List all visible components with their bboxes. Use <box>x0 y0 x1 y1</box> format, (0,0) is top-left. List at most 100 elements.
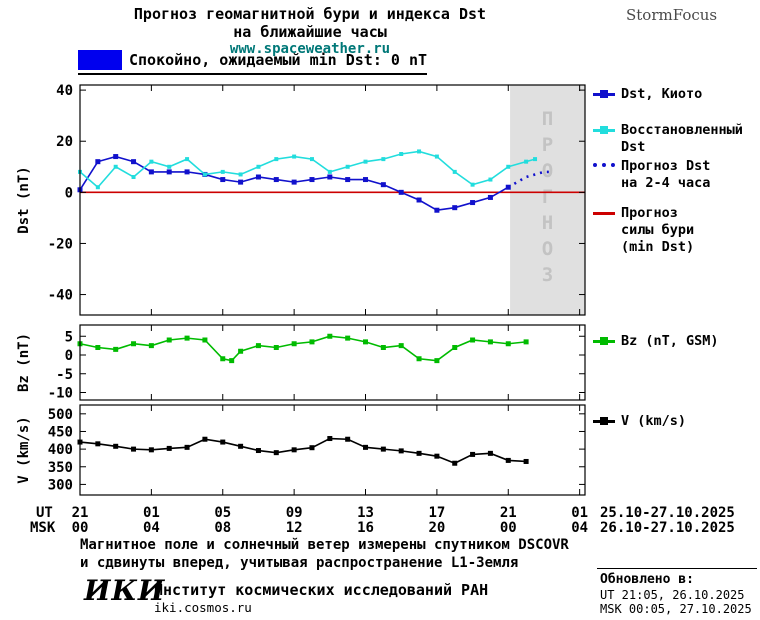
ut-tick-label: 21 <box>72 505 89 521</box>
legend-item-v: V (km/s) <box>593 413 686 430</box>
legend-item-bz: Bz (nT, GSM) <box>593 333 719 350</box>
msk-tick-label: 08 <box>214 520 231 536</box>
series-line <box>79 335 527 362</box>
x-ticks <box>79 325 581 400</box>
ut-tick-label: 01 <box>571 505 588 521</box>
forecast-region-label: З <box>542 264 553 286</box>
legend-item-dst-forecast: Прогноз Dst на 2-4 часа <box>593 158 710 192</box>
website-link: www.spaceweather.ru <box>229 41 391 57</box>
forecast-region-label: О <box>542 238 553 260</box>
svg-text:500: 500 <box>48 407 73 423</box>
legend-label: Прогноз силы бури (min Dst) <box>621 205 695 255</box>
y-axis-label: Dst (nT) <box>16 166 32 233</box>
msk-row-label: MSK <box>30 520 56 536</box>
msk-tick-label: 04 <box>143 520 160 536</box>
v-line-icon <box>593 414 615 429</box>
legend-item-dst-kyoto: Dst, Киото <box>593 86 702 103</box>
quiet-status-swatch-icon <box>78 50 122 70</box>
iki-logo: ИКИ <box>84 574 166 607</box>
svg-text:-5: -5 <box>56 367 73 383</box>
y-axis: 40 20 0 -20 -40 <box>48 83 585 304</box>
ut-tick-label: 01 <box>143 505 160 521</box>
page-title: Прогноз геомагнитной бури и индекса Dst <box>133 5 487 23</box>
updated-ut: UT 21:05, 26.10.2025 <box>600 588 745 602</box>
x-ticks <box>79 405 581 495</box>
svg-text:-20: -20 <box>48 236 73 252</box>
svg-text:5: 5 <box>65 329 73 345</box>
updated-label: Обновлено в: <box>600 572 694 587</box>
svg-text:300: 300 <box>48 477 73 493</box>
msk-tick-label: 12 <box>286 520 303 536</box>
quiet-status-banner: Спокойно, ожидаемый min Dst: 0 nT <box>78 50 428 75</box>
forecast-region-label: Р <box>542 134 553 156</box>
legend-label: Bz (nT, GSM) <box>621 333 719 349</box>
y-axis: 5 0 -5 -10 <box>48 329 585 402</box>
measurement-note-line1: Магнитное поле и солнечный ветер измерен… <box>80 537 569 553</box>
msk-tick-label: 16 <box>357 520 374 536</box>
svg-text:-40: -40 <box>48 288 73 304</box>
x-axis-labels: UTMSK2100010405080912131617202100010425.… <box>30 505 735 536</box>
ut-tick-label: 17 <box>428 505 445 521</box>
msk-tick-label: 20 <box>428 520 445 536</box>
legend-item-storm-forecast: Прогноз силы бури (min Dst) <box>593 205 694 256</box>
dst-forecast-dotted-line-icon <box>593 159 615 174</box>
forecast-region-label: Н <box>542 212 553 234</box>
svg-text:400: 400 <box>48 442 73 458</box>
quiet-status-text: Спокойно, ожидаемый min Dst: 0 nT <box>129 51 428 69</box>
forecast-region <box>510 85 585 315</box>
x-ticks <box>79 85 581 315</box>
bz-line-icon <box>593 334 615 349</box>
legend-label: Dst, Киото <box>621 86 703 102</box>
ut-tick-label: 21 <box>500 505 517 521</box>
institute-site-link: iki.cosmos.ru <box>154 600 252 615</box>
svg-text:0: 0 <box>65 348 73 364</box>
series-line <box>79 437 527 465</box>
ut-tick-label: 09 <box>286 505 303 521</box>
msk-date-range: 26.10-27.10.2025 <box>600 520 735 536</box>
brand-logo: StormFocus <box>626 6 718 24</box>
svg-text:450: 450 <box>48 424 73 440</box>
series-line <box>507 170 553 189</box>
legend-label: Восстановленный Dst <box>621 122 743 155</box>
storm-forecast-line-icon <box>593 206 615 221</box>
legend-label: Прогноз Dst на 2-4 часа <box>621 158 711 191</box>
series-markers <box>78 149 538 190</box>
dst-kyoto-line-icon <box>593 87 615 102</box>
svg-text:20: 20 <box>56 134 73 150</box>
page-subtitle: на ближайшие часы <box>233 23 387 41</box>
msk-tick-label: 00 <box>72 520 89 536</box>
institute-name: Институт космических исследований РАН <box>154 581 489 599</box>
msk-tick-label: 04 <box>571 520 588 536</box>
legend-item-dst-reconstructed: Восстановленный Dst <box>593 122 743 156</box>
updated-msk: MSK 00:05, 27.10.2025 <box>600 602 752 616</box>
ut-row-label: UT <box>36 505 53 521</box>
ut-tick-label: 13 <box>357 505 374 521</box>
ut-date-range: 25.10-27.10.2025 <box>600 505 735 521</box>
forecast-region-label: Г <box>542 186 553 208</box>
measurement-note-line2: и сдвинуты вперед, учитывая распростране… <box>80 555 519 571</box>
svg-text:0: 0 <box>65 185 73 201</box>
subplot-1: 5 0 -5 -10 Bz (nT) <box>16 324 586 402</box>
legend-label: V (km/s) <box>621 413 687 429</box>
plot-frame <box>79 324 586 401</box>
forecast-region-label: П <box>542 108 553 130</box>
series-markers <box>77 436 529 466</box>
series-markers <box>77 154 511 213</box>
series-markers <box>77 333 529 364</box>
ut-tick-label: 05 <box>214 505 231 521</box>
y-axis-label: Bz (nT) <box>16 333 32 392</box>
svg-text:-10: -10 <box>48 386 73 402</box>
plot-frame <box>79 84 586 316</box>
dst-reconstructed-line-icon <box>593 123 615 138</box>
y-axis-label: V (km/s) <box>16 416 32 483</box>
msk-tick-label: 00 <box>500 520 517 536</box>
svg-text:350: 350 <box>48 460 73 476</box>
updated-divider <box>597 568 757 569</box>
svg-text:40: 40 <box>56 83 73 99</box>
plot-frame <box>79 404 586 496</box>
